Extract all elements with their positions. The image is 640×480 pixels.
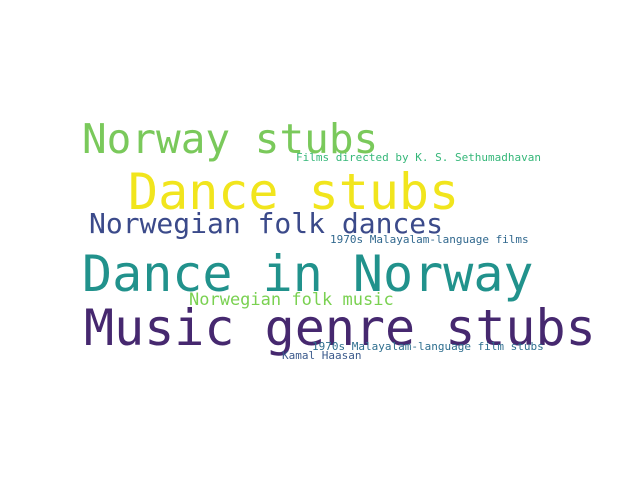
word-norwegian-folk-music: Norwegian folk music [189, 290, 394, 310]
word-norwegian-folk-dances: Norwegian folk dances [89, 207, 444, 240]
word-norway-stubs: Norway stubs [82, 115, 379, 163]
word-kamal-haasan: Kamal Haasan [282, 349, 362, 362]
word-1970s-malayalam-film-stubs: 1970s Malayalam-language film stubs [312, 340, 544, 353]
word-films-directed-by-sethumadhavan: Films directed by K. S. Sethumadhavan [296, 151, 542, 164]
word-music-genre-stubs: Music genre stubs [84, 299, 596, 357]
word-1970s-malayalam-films: 1970s Malayalam-language films [330, 233, 529, 246]
word-dance-in-norway: Dance in Norway [82, 245, 534, 303]
word-dance-stubs: Dance stubs [128, 163, 460, 221]
